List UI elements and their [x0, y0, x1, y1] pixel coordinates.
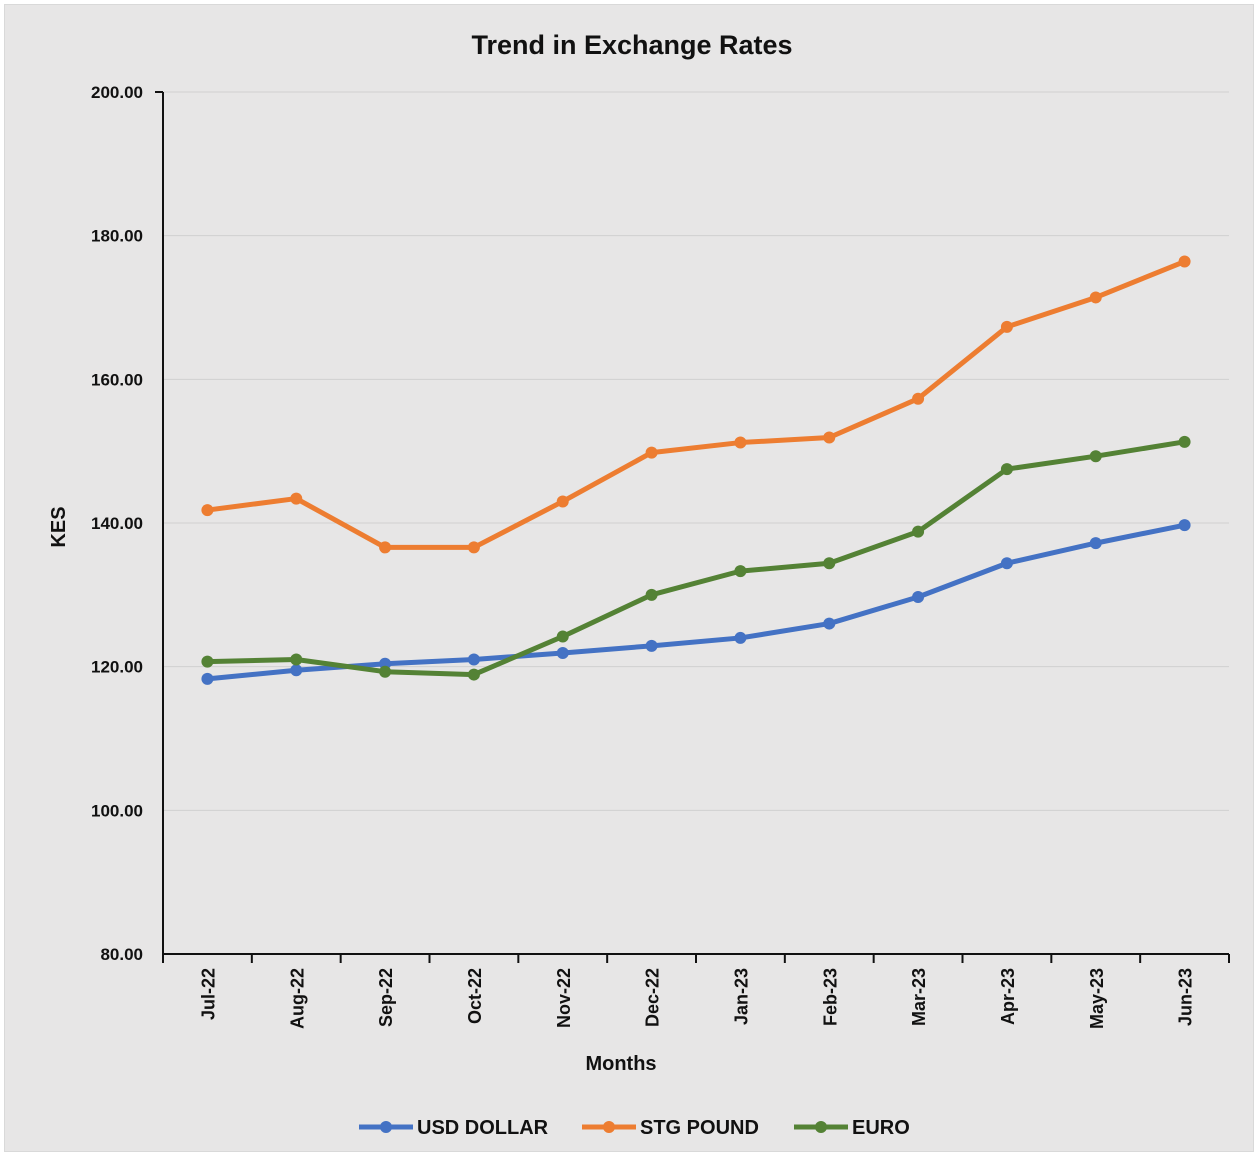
series-line: [204, 522, 1188, 682]
data-point: [556, 647, 569, 660]
x-tick-label: Mar-23: [909, 968, 929, 1026]
data-point: [1000, 557, 1013, 570]
data-point: [1178, 255, 1191, 268]
y-tick-label: 80.00: [100, 945, 143, 964]
data-point: [556, 630, 569, 643]
data-point: [467, 541, 480, 554]
y-axis-ticks: 80.00 100.00 120.00 140.00 160.00 180.00 200.0…: [91, 83, 143, 964]
series-lines: [201, 255, 1191, 685]
data-point: [1089, 450, 1102, 463]
data-point: [379, 541, 392, 554]
data-point: [734, 631, 747, 644]
data-point: [467, 653, 480, 666]
x-axis-label: Months: [585, 1053, 656, 1075]
data-point: [201, 504, 214, 517]
data-point: [1178, 435, 1191, 448]
data-point: [201, 672, 214, 685]
gridlines: [163, 91, 1229, 811]
x-tick-label: Feb-23: [820, 968, 840, 1026]
legend-item: USD DOLLAR: [359, 1117, 549, 1139]
x-tick-label: Aug-22: [287, 968, 307, 1029]
x-tick-label: Sep-22: [376, 968, 396, 1027]
x-tick-label: Jun-23: [1176, 968, 1196, 1026]
data-point: [912, 392, 925, 405]
data-point: [1000, 463, 1013, 476]
data-point: [290, 492, 303, 505]
data-point: [823, 431, 836, 444]
x-tick-label: Jan-23: [731, 968, 751, 1025]
data-point: [1089, 291, 1102, 304]
data-point: [734, 565, 747, 578]
data-point: [912, 590, 925, 603]
x-tick-label: Nov-22: [554, 968, 574, 1028]
legend-item: EURO: [794, 1117, 910, 1139]
data-point: [645, 588, 658, 601]
data-point: [823, 617, 836, 630]
x-tick-label: May-23: [1087, 968, 1107, 1029]
y-tick-label: 160.00: [91, 370, 143, 389]
series-line: [204, 439, 1188, 678]
y-tick-label: 120.00: [91, 658, 143, 677]
y-axis-label: KES: [48, 506, 70, 547]
data-point: [734, 436, 747, 449]
series-stg-pound: [201, 255, 1191, 554]
data-point: [645, 446, 658, 459]
data-point: [1178, 519, 1191, 532]
axes: [155, 91, 1230, 963]
chart-title: Trend in Exchange Rates: [471, 30, 792, 60]
data-point: [823, 557, 836, 570]
legend-swatch-marker: [815, 1121, 827, 1133]
legend-label: STG POUND: [640, 1117, 759, 1139]
legend-swatch-marker: [603, 1121, 615, 1133]
legend: USD DOLLAR STG POUND EURO: [359, 1117, 910, 1139]
x-tick-label: Jul-22: [198, 968, 218, 1020]
data-point: [645, 639, 658, 652]
line-chart: Trend in Exchange Rates 80.00 100.00 120.0…: [48, 30, 1230, 1139]
data-point: [290, 653, 303, 666]
legend-label: EURO: [852, 1117, 910, 1139]
data-point: [912, 525, 925, 538]
y-tick-label: 100.00: [91, 801, 143, 820]
series-usd-dollar: [201, 519, 1191, 685]
legend-swatch-marker: [380, 1121, 392, 1133]
data-point: [379, 665, 392, 678]
legend-item: STG POUND: [582, 1117, 759, 1139]
data-point: [556, 495, 569, 508]
y-tick-label: 200.00: [91, 83, 143, 102]
y-tick-label: 140.00: [91, 514, 143, 533]
data-point: [1000, 320, 1013, 333]
legend-label: USD DOLLAR: [417, 1117, 549, 1139]
y-tick-label: 180.00: [91, 227, 143, 246]
data-point: [201, 655, 214, 668]
series-line: [204, 259, 1188, 550]
chart-frame: Trend in Exchange Rates 80.00 100.00 120.0…: [4, 4, 1254, 1152]
data-point: [290, 664, 303, 677]
series-euro: [201, 435, 1191, 681]
data-point: [1089, 537, 1102, 550]
x-tick-label: Dec-22: [643, 968, 663, 1027]
x-tick-label: Oct-22: [465, 968, 485, 1024]
x-tick-label: Apr-23: [998, 968, 1018, 1025]
data-point: [467, 668, 480, 681]
x-axis-ticks: Jul-22 Aug-22 Sep-22 Oct-22 Nov-22 Dec-22 Jan-…: [198, 968, 1195, 1029]
